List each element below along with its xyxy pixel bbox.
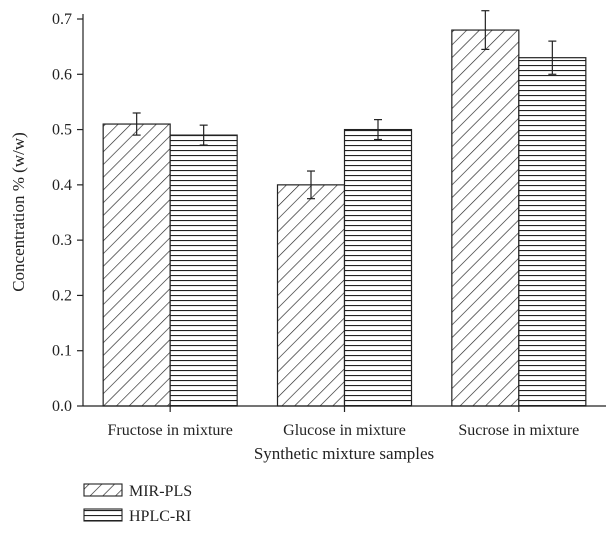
- bar-hplc-ri: [343, 128, 413, 407]
- legend-swatch: [83, 483, 123, 497]
- y-tick-label: 0.7: [52, 11, 72, 28]
- y-axis-ticks: 0.0 0.1 0.2 0.3 0.4 0.5 0.6 0.7: [52, 11, 83, 415]
- bar-mir-pls: [451, 29, 520, 407]
- x-axis-title: Synthetic mixture samples: [254, 444, 434, 463]
- x-tick-label: Fructose in mixture: [108, 422, 233, 439]
- x-axis-ticks: Fructose in mixture Glucose in mixture Suc…: [108, 406, 579, 439]
- bar-hplc-ri: [518, 57, 587, 407]
- plot-area: [102, 10, 587, 407]
- y-tick-label: 0.2: [52, 287, 72, 304]
- y-tick-label: 0.6: [52, 66, 72, 83]
- legend-label: MIR-PLS: [129, 483, 192, 500]
- y-tick-label: 0.0: [52, 398, 72, 415]
- y-tick-label: 0.5: [52, 122, 72, 139]
- x-tick-label: Sucrose in mixture: [458, 422, 579, 439]
- bar-mir-pls: [102, 123, 171, 407]
- bar-mir-pls: [276, 184, 346, 407]
- y-tick-label: 0.3: [52, 232, 72, 249]
- legend-swatch: [83, 508, 123, 522]
- y-tick-label: 0.1: [52, 343, 72, 360]
- legend: MIR-PLS HPLC-RI: [83, 483, 192, 525]
- y-axis-title: Concentration % (w/w): [9, 132, 28, 292]
- bar-hplc-ri: [169, 134, 238, 407]
- legend-label: HPLC-RI: [129, 508, 191, 525]
- y-tick-label: 0.4: [52, 177, 72, 194]
- x-tick-label: Glucose in mixture: [283, 422, 406, 439]
